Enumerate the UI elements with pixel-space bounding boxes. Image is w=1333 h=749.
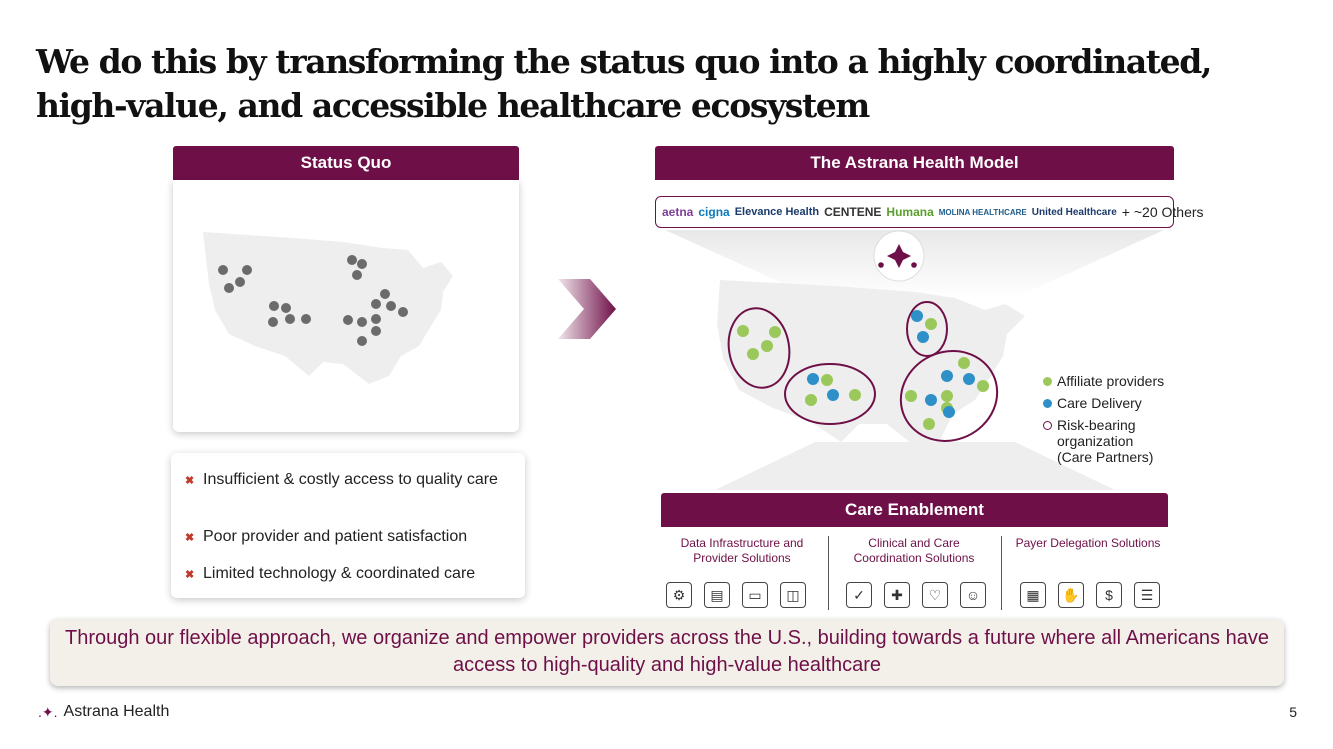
payer-icons: ▦ ✋ $ ☰ [1020,582,1160,608]
laptop-chart-icon: ◫ [780,582,806,608]
legend-item: Affiliate providers [1043,373,1167,389]
blue-dot-icon [1043,399,1052,408]
care-hands-icon: ☺ [960,582,986,608]
legend-item: Care Delivery [1043,395,1167,411]
legend-item: Risk-bearing organization (Care Partners… [1043,417,1167,465]
payer-logo: MOLINA HEALTHCARE [938,207,1027,217]
page-title: We do this by transforming the status qu… [36,42,1212,125]
status-quo-header: Status Quo [173,146,519,180]
care-enablement-header: Care Enablement [661,493,1168,527]
payer-logo: aetna [662,205,694,219]
astrana-star-icon: .✦. [38,703,58,720]
astrana-logo: .✦. Astrana Health [38,703,170,720]
payer-more: + ~20 Others [1121,204,1204,220]
checklist-icon: ☰ [1134,582,1160,608]
column-divider [1001,536,1002,610]
astrana-us-map [665,230,1164,490]
payer-logo: CENTENE [824,205,882,219]
status-quo-bullets-card: ✖ Insufficient & costly access to quality… [171,453,525,598]
payer-document-icon: ▦ [1020,582,1046,608]
handshake-icon: ✋ [1058,582,1084,608]
summary-banner: Through our flexible approach, we organi… [50,619,1284,686]
clinical-icons: ✓ ✚ ♡ ☺ [846,582,986,608]
payer-logos-strip: aetna cigna Elevance Health CENTENE Huma… [655,196,1204,228]
care-column-clinical: Clinical and Care Coordination Solutions [853,536,975,565]
payer-logo: Elevance Health [734,206,820,218]
status-quo-map-card [173,180,519,432]
data-icons: ⚙ ▤ ▭ ◫ [666,582,806,608]
heart-watch-icon: ♡ [922,582,948,608]
care-column-data: Data Infrastructure and Provider Solutio… [680,536,804,565]
gear-network-icon: ⚙ [666,582,692,608]
database-icon: ▤ [704,582,730,608]
x-icon: ✖ [185,475,195,487]
bullet-item: ✖ Limited technology & coordinated care [185,564,475,585]
transition-arrow-icon [558,279,616,339]
green-dot-icon [1043,377,1052,386]
payer-logo: United Healthcare [1031,206,1117,218]
care-column-payer: Payer Delegation Solutions [1015,536,1161,550]
bullet-item: ✖ Insufficient & costly access to quality… [185,470,505,491]
column-divider [828,536,829,610]
page-number: 5 [1289,704,1297,720]
payer-logo: cigna [698,205,730,219]
model-header: The Astrana Health Model [655,146,1174,180]
health-cycle-icon: ✚ [884,582,910,608]
status-quo-us-map [203,232,453,384]
x-icon: ✖ [185,532,195,544]
payer-logo: Humana [886,205,934,219]
map-legend: Affiliate providers Care Delivery Risk-b… [1043,373,1167,471]
dollar-icon: $ [1096,582,1122,608]
x-icon: ✖ [185,569,195,581]
ring-icon [1043,421,1052,430]
monitor-icon: ▭ [742,582,768,608]
bullet-item: ✖ Poor provider and patient satisfaction [185,527,467,548]
badge-check-icon: ✓ [846,582,872,608]
